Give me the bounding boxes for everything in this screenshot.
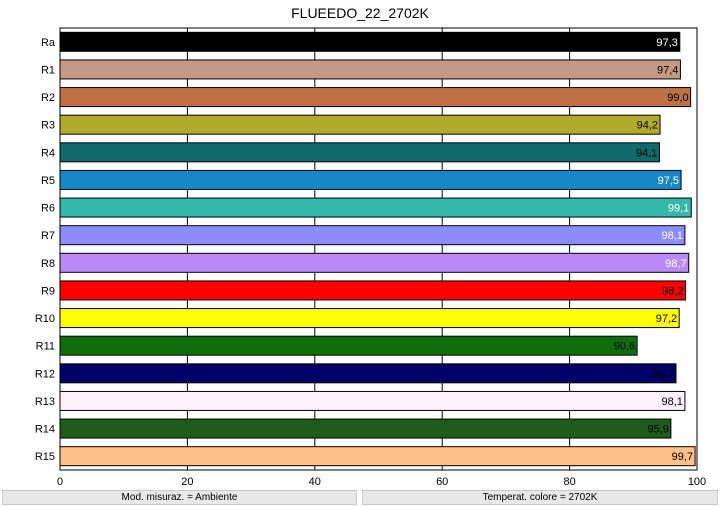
data-label: 98,1 [661,396,682,408]
category-label: R12 [35,368,55,380]
data-label: 97,3 [656,37,677,49]
category-label: R8 [41,258,55,270]
bar-r15 [59,446,696,467]
data-label: 94,2 [637,120,658,132]
category-label: Ra [41,37,56,49]
bar-r13 [59,390,686,411]
data-label: 98,2 [662,285,683,297]
chart: FLUEEDO_22_2702K 97,397,499,094,294,197,… [35,5,706,488]
category-label: R2 [41,92,55,104]
data-label: 99,7 [672,451,693,463]
chart-title: FLUEEDO_22_2702K [291,5,429,21]
bars: 97,3 97,4 99,0 94,2 94,1 97,5 99,1 98,1 98,7 98,2… [59,31,696,467]
data-label: 96,7 [653,368,674,380]
data-label: 95,9 [647,424,668,436]
x-tick-label: 0 [57,476,63,488]
bar-r11 [59,335,638,356]
category-labels: Ra R1 R2 R3 R4 R5 R6 R7 R8 R9 R10 R11 R12 R13 R14 R15 [35,37,56,463]
bar-r5 [59,169,682,190]
bar-r14 [59,418,672,439]
category-label: R4 [41,147,55,159]
data-label: 99,1 [668,203,689,215]
category-label: R9 [41,285,55,297]
category-label: R10 [35,313,55,325]
data-label: 90,6 [614,341,635,353]
data-label: 99,0 [667,92,688,104]
bar-r2 [59,87,692,108]
bar-r10 [59,308,680,329]
category-label: R1 [41,64,55,76]
x-tick-label: 60 [436,476,448,488]
category-label: R6 [41,203,55,215]
bar-r6 [59,197,692,218]
data-label: 94,1 [636,147,657,159]
category-label: R7 [41,230,55,242]
bar-r12 [59,363,677,384]
category-label: R13 [35,396,55,408]
x-tick-label: 20 [181,476,193,488]
color-temperature-status: Temperat. colore = 2702K [362,490,718,505]
data-label: 97,5 [658,175,679,187]
category-label: R15 [35,451,55,463]
category-label: R11 [36,341,55,353]
category-label: R14 [35,424,55,436]
data-label: 97,2 [656,313,677,325]
data-label: 98,1 [661,230,682,242]
category-label: R5 [41,175,55,187]
measurement-mode-status: Mod. misuraz. = Ambiente [2,490,357,505]
x-tick-label: 80 [563,476,575,488]
status-bar: Mod. misuraz. = Ambiente Temperat. color… [0,488,720,507]
x-axis-ticks: 0 20 40 60 80 100 [57,476,706,488]
plot-frame [59,27,698,471]
data-label: 97,4 [657,64,678,76]
bar-r9 [59,280,687,301]
bar-r1 [59,59,681,80]
bar-r8 [59,252,690,273]
data-label: 98,7 [665,258,686,270]
bar-ra [59,31,681,52]
x-tick-label: 40 [309,476,321,488]
bar-r4 [59,142,660,163]
bar-r3 [59,114,661,135]
category-label: R3 [41,120,55,132]
x-tick-label: 100 [688,476,706,488]
bar-r7 [59,225,686,246]
